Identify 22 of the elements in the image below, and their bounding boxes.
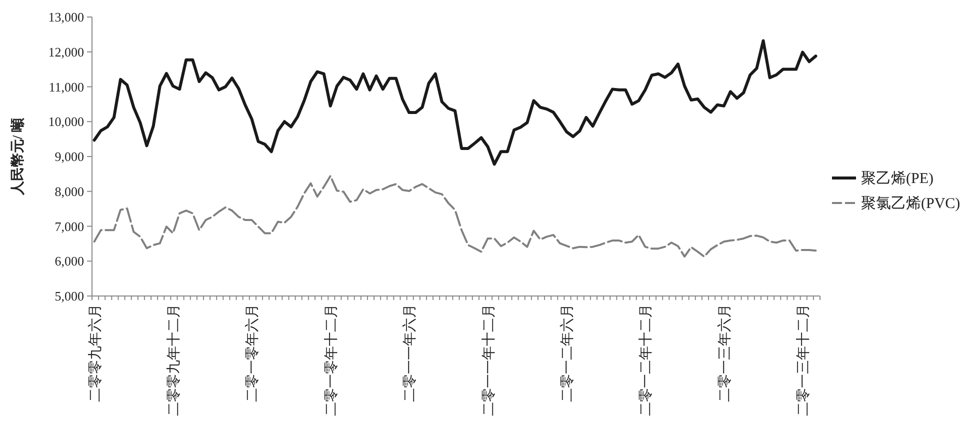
legend-label: 聚乙烯(PE) <box>861 170 934 187</box>
x-tick-label: 二零一零年十二月 <box>323 304 340 416</box>
y-tick-label: 11,000 <box>48 79 84 94</box>
y-tick-label: 7,000 <box>54 218 84 234</box>
y-axis-title: 人民幣元/ 噸 <box>10 116 26 196</box>
y-tick-label: 8,000 <box>54 184 84 199</box>
x-tick-label: 二零零九年十二月 <box>166 304 182 416</box>
x-tick-label: 二零一二年十二月 <box>638 304 654 416</box>
x-tick-label: 二零一一年六月 <box>402 304 418 402</box>
x-tick-label: 二零一三年十二月 <box>796 304 812 416</box>
y-tick-label: 12,000 <box>48 44 84 60</box>
x-tick-label: 二零一零年六月 <box>244 304 261 402</box>
legend-label: 聚氯乙烯(PVC) <box>861 195 960 212</box>
y-tick-label: 5,000 <box>54 288 84 304</box>
y-tick-label: 10,000 <box>48 114 84 130</box>
x-tick-label: 二零一一年十二月 <box>480 304 497 416</box>
x-tick-label: 二零一三年六月 <box>716 304 733 402</box>
y-tick-label: 9,000 <box>54 149 84 164</box>
y-tick-label: 6,000 <box>54 254 84 269</box>
y-tick-label: 13,000 <box>48 10 84 24</box>
x-tick-label: 二零一二年六月 <box>560 304 576 402</box>
x-tick-label: 二零零九年六月 <box>87 304 104 402</box>
